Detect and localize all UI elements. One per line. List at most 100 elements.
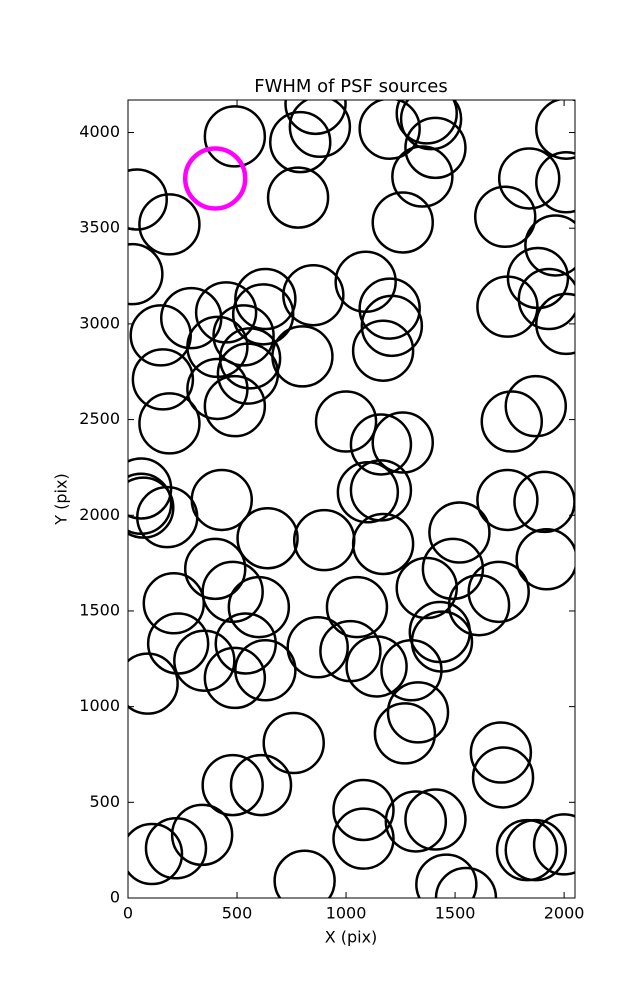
source-circle xyxy=(182,146,248,211)
source-circle xyxy=(216,342,280,405)
source-circle xyxy=(138,193,201,256)
source-circle xyxy=(292,508,356,572)
source-circle xyxy=(273,849,336,898)
source-circle xyxy=(201,753,264,817)
source-circle xyxy=(128,822,184,886)
source-circle xyxy=(203,105,267,168)
x-tick-label: 500 xyxy=(222,904,253,923)
source-circle xyxy=(471,746,535,809)
x-axis-label: X (pix) xyxy=(325,928,378,947)
source-circle xyxy=(404,788,467,851)
source-circle xyxy=(395,556,458,620)
source-circle xyxy=(421,537,485,601)
source-circle xyxy=(236,506,299,570)
source-circle xyxy=(371,191,434,254)
source-circle xyxy=(524,214,575,277)
source-circle xyxy=(473,185,537,248)
source-circle xyxy=(190,468,254,532)
source-circle xyxy=(399,100,463,151)
source-circle xyxy=(266,166,330,229)
source-circle xyxy=(351,512,415,576)
source-circle xyxy=(131,348,195,411)
source-circle xyxy=(234,639,297,702)
y-tick-label: 1500 xyxy=(79,600,120,619)
source-circle xyxy=(476,275,539,338)
source-circle xyxy=(128,242,164,306)
source-circle xyxy=(358,100,421,160)
source-circle xyxy=(286,616,349,679)
y-tick-label: 2000 xyxy=(79,505,120,524)
source-circle xyxy=(229,753,293,817)
y-tick-label: 3500 xyxy=(79,218,120,237)
source-circle xyxy=(128,168,168,231)
source-circle xyxy=(434,866,498,898)
source-circle xyxy=(332,778,395,842)
source-circle xyxy=(476,468,539,532)
source-circle xyxy=(447,573,511,637)
source-circle xyxy=(532,813,575,876)
source-circle xyxy=(480,390,544,453)
source-circle xyxy=(467,560,530,624)
source-circle xyxy=(271,325,334,388)
source-circle xyxy=(386,681,450,744)
source-circle xyxy=(128,652,179,715)
source-circle xyxy=(358,277,421,340)
source-circle xyxy=(186,357,249,421)
y-tick-label: 0 xyxy=(110,888,120,907)
source-circle xyxy=(146,612,210,675)
source-circle xyxy=(535,100,575,160)
plot-area xyxy=(128,100,575,898)
source-circle xyxy=(504,374,568,438)
source-circle xyxy=(214,612,277,675)
source-circle xyxy=(384,790,448,853)
source-circle xyxy=(138,392,201,455)
source-circle xyxy=(504,818,568,882)
y-tick-label: 2500 xyxy=(79,409,120,428)
x-tick-label: 1000 xyxy=(326,904,367,923)
chart-title: FWHM of PSF sources xyxy=(254,76,448,97)
plot-frame xyxy=(127,99,576,899)
source-circle xyxy=(231,283,295,346)
source-circle xyxy=(395,100,458,145)
source-circle xyxy=(349,413,413,476)
source-circle xyxy=(415,853,478,898)
source-circle xyxy=(373,702,437,765)
source-circle xyxy=(345,635,408,698)
source-circle xyxy=(227,575,291,639)
source-circle xyxy=(334,250,397,314)
source-circle xyxy=(360,294,424,358)
source-circle xyxy=(212,304,275,367)
source-circle xyxy=(535,292,575,356)
source-circle xyxy=(410,610,474,673)
source-circle xyxy=(173,629,236,692)
y-tick-label: 4000 xyxy=(79,122,120,141)
source-circle xyxy=(351,319,415,382)
source-circle xyxy=(128,476,175,539)
source-circle xyxy=(325,575,389,639)
x-tick-label: 0 xyxy=(123,904,133,923)
source-circle xyxy=(144,816,208,880)
x-tick-label: 2000 xyxy=(544,904,585,923)
source-circle xyxy=(332,807,395,870)
x-tick-label: 1500 xyxy=(435,904,476,923)
source-circle xyxy=(535,151,575,214)
source-circle xyxy=(282,263,345,327)
source-circle xyxy=(391,145,454,208)
source-circle xyxy=(517,267,575,331)
source-circle xyxy=(269,110,332,174)
source-circle xyxy=(515,528,575,591)
source-circle xyxy=(203,646,267,710)
y-axis-label: Y (pix) xyxy=(52,473,71,525)
source-circle xyxy=(288,100,352,159)
y-tick-label: 1000 xyxy=(79,696,120,715)
source-circle xyxy=(183,537,247,601)
source-circle xyxy=(428,501,491,564)
source-circle xyxy=(469,721,533,784)
source-circle xyxy=(497,147,561,210)
source-circle xyxy=(371,411,434,474)
source-circle xyxy=(194,281,258,344)
source-circle xyxy=(203,374,267,438)
source-circle xyxy=(234,267,297,331)
source-circle xyxy=(262,711,325,775)
